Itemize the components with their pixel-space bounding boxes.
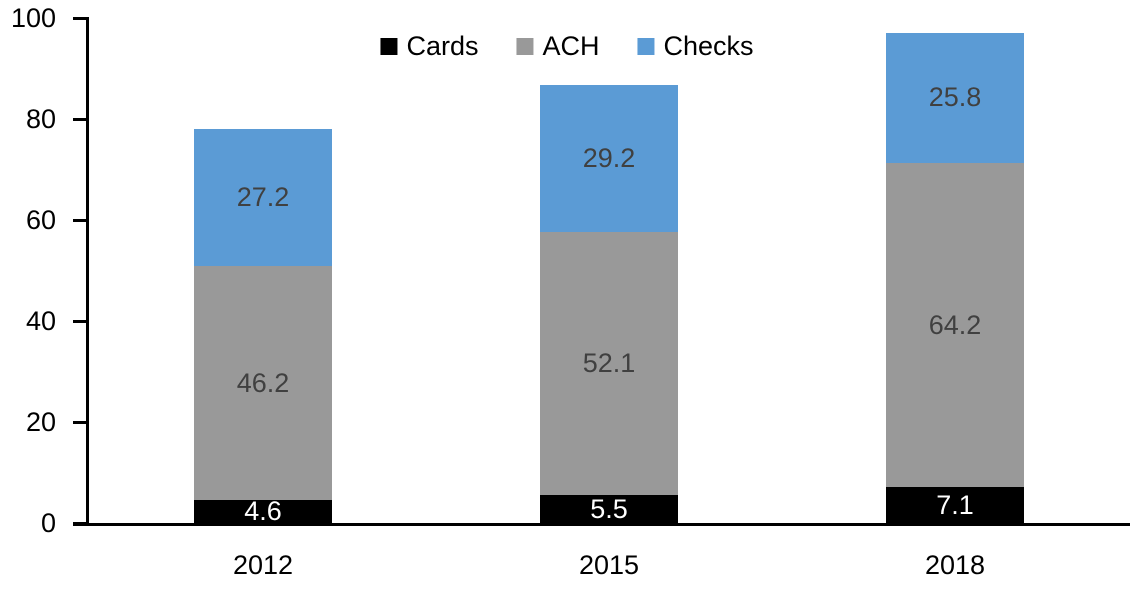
chart-legend: Cards ACH Checks — [380, 31, 754, 61]
y-tick-mark — [73, 420, 87, 424]
legend-item-checks: Checks — [637, 31, 754, 61]
x-axis-line — [73, 523, 1130, 526]
legend-item-cards: Cards — [380, 33, 478, 60]
data-label: 46.2 — [236, 367, 290, 398]
bar-segment-ach-2015: 52.1 — [540, 232, 678, 496]
y-tick-label: 100 — [10, 2, 56, 33]
y-tick-label: 60 — [25, 204, 56, 235]
legend-marker-icon — [637, 38, 655, 55]
bar-segment-cards-2015: 5.5 — [540, 495, 678, 523]
legend-label: ACH — [542, 31, 600, 61]
bar-segment-ach-2012: 46.2 — [194, 266, 332, 500]
y-tick-mark — [73, 117, 87, 121]
data-label: 25.8 — [928, 82, 982, 113]
data-label: 5.5 — [590, 493, 628, 524]
x-tick-label-2012: 2012 — [232, 550, 294, 580]
bar-segment-cards-2018: 7.1 — [886, 487, 1024, 523]
data-label: 64.2 — [928, 309, 982, 340]
y-tick-mark — [73, 521, 87, 525]
y-tick-label: 40 — [25, 305, 56, 336]
y-tick-mark — [73, 319, 87, 323]
data-label: 52.1 — [582, 348, 636, 379]
legend-label: Cards — [406, 31, 479, 61]
bar-segment-cards-2012: 4.6 — [194, 495, 332, 526]
data-label: 29.2 — [582, 142, 636, 173]
y-tick-label: 20 — [25, 406, 56, 437]
legend-label: Checks — [663, 31, 754, 61]
data-label: 27.2 — [236, 182, 290, 213]
bar-segment-checks-2015: 29.2 — [540, 84, 678, 233]
y-axis-line — [86, 17, 89, 526]
legend-item-ach: ACH — [516, 31, 600, 61]
y-tick-mark — [73, 218, 87, 222]
legend-marker-icon — [380, 38, 398, 55]
legend-marker-icon — [516, 38, 534, 55]
x-tick-label-2018: 2018 — [924, 550, 986, 580]
data-label: 7.1 — [936, 489, 974, 520]
x-tick-label-2015: 2015 — [578, 550, 640, 580]
bar-segment-checks-2018: 25.8 — [886, 32, 1024, 163]
bar-segment-ach-2018: 64.2 — [886, 162, 1024, 488]
y-tick-label: 80 — [25, 103, 56, 134]
bar-segment-checks-2012: 27.2 — [194, 129, 332, 267]
data-label: 4.6 — [244, 495, 282, 526]
y-tick-mark — [73, 16, 87, 20]
y-tick-label: 0 — [40, 507, 56, 538]
